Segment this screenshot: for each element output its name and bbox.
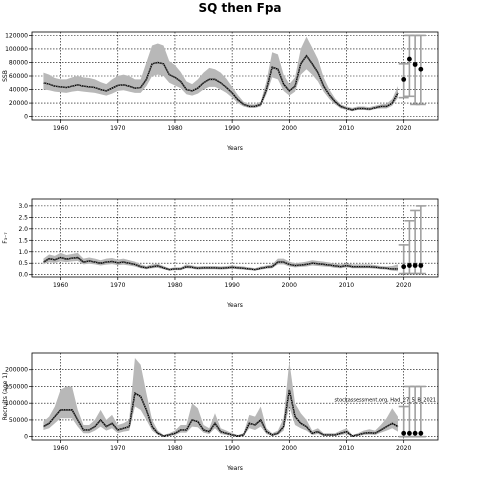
x-tick-label: 1990 xyxy=(225,445,240,452)
y-tick-label: 200000 xyxy=(5,367,28,374)
confidence-band xyxy=(43,36,398,112)
x-tick-label: 1960 xyxy=(53,445,68,452)
projection-point xyxy=(412,430,418,436)
x-tick-label: 2000 xyxy=(282,125,297,132)
y-axis-label: Recruits (age 1) xyxy=(2,373,9,421)
projection-point xyxy=(401,430,407,436)
y-tick-label: 0 xyxy=(24,114,28,121)
x-tick-label: 1970 xyxy=(110,445,125,452)
y-tick-label: 1.0 xyxy=(18,249,28,256)
axes-frame xyxy=(31,198,439,278)
y-tick-label: 100000 xyxy=(5,400,28,407)
y-axis-label: SSB xyxy=(2,70,9,82)
x-axis-label: Years xyxy=(226,302,243,309)
x-tick-label: 2020 xyxy=(396,125,411,132)
x-tick-label: 1980 xyxy=(167,445,182,452)
y-tick-label: 60000 xyxy=(9,73,28,80)
projection-point xyxy=(412,62,418,67)
figure-title: SQ then Fpa xyxy=(198,1,281,15)
x-tick-label: 2020 xyxy=(396,445,411,452)
confidence-band xyxy=(43,358,398,437)
y-axis-label: F₃₋₇ xyxy=(2,232,9,244)
y-tick-label: 150000 xyxy=(5,383,28,390)
projection-point xyxy=(407,263,412,268)
x-tick-label: 2020 xyxy=(396,282,411,289)
projection-point xyxy=(407,430,412,436)
projection-point xyxy=(401,264,407,270)
projection-point xyxy=(418,66,424,72)
y-tick-label: 100000 xyxy=(5,46,28,53)
x-tick-label: 1960 xyxy=(53,282,68,289)
y-tick-label: 0 xyxy=(24,434,28,441)
y-tick-label: 2.5 xyxy=(18,214,28,221)
x-tick-label: 1970 xyxy=(110,125,125,132)
recruitment-panel: 1960 1970 1980 1990 2000 2010 2020 0 50000 100000… xyxy=(2,352,439,472)
x-tick-label: 1970 xyxy=(110,282,125,289)
x-tick-label: 1980 xyxy=(167,282,182,289)
projection-point xyxy=(418,430,424,436)
ssb-panel: 1960 1970 1980 1990 2000 2010 2020 0 20000 40000 6… xyxy=(2,31,439,152)
projection-point xyxy=(407,56,412,62)
fishing-mortality-panel: 1960 1970 1980 1990 2000 2010 2020 0.0 0.5 1.0 1.5… xyxy=(2,198,439,309)
y-tick-label: 80000 xyxy=(9,59,28,66)
x-tick-label: 1980 xyxy=(167,125,182,132)
x-tick-label: 2000 xyxy=(282,445,297,452)
x-tick-label: 1990 xyxy=(225,125,240,132)
y-tick-label: 0.0 xyxy=(18,272,28,279)
x-tick-label: 2000 xyxy=(282,282,297,289)
estimate-line-dash xyxy=(43,257,398,270)
projection-point xyxy=(401,76,407,82)
y-tick-label: 120000 xyxy=(5,32,28,39)
x-tick-label: 2010 xyxy=(339,125,354,132)
axes-frame xyxy=(31,352,439,441)
estimate-line-dash xyxy=(43,389,399,437)
projection-point xyxy=(418,263,424,268)
x-tick-label: 2010 xyxy=(339,282,354,289)
y-tick-label: 40000 xyxy=(9,87,28,94)
y-tick-label: 2.0 xyxy=(18,226,28,233)
y-tick-label: 20000 xyxy=(9,100,28,107)
x-axis-label: Years xyxy=(226,465,243,472)
y-tick-label: 3.0 xyxy=(18,203,28,210)
y-tick-label: 1.5 xyxy=(18,237,28,244)
source-annotation: stockassessment.org, Had_27_5_B_2021 xyxy=(335,398,436,404)
y-tick-label: 0.5 xyxy=(18,260,28,267)
x-tick-label: 2010 xyxy=(339,445,354,452)
x-axis-label: Years xyxy=(226,145,243,152)
x-tick-label: 1990 xyxy=(225,282,240,289)
projection-point xyxy=(412,263,418,268)
estimate-line-dash xyxy=(43,55,399,111)
y-tick-label: 50000 xyxy=(9,417,28,424)
x-tick-label: 1960 xyxy=(53,125,68,132)
